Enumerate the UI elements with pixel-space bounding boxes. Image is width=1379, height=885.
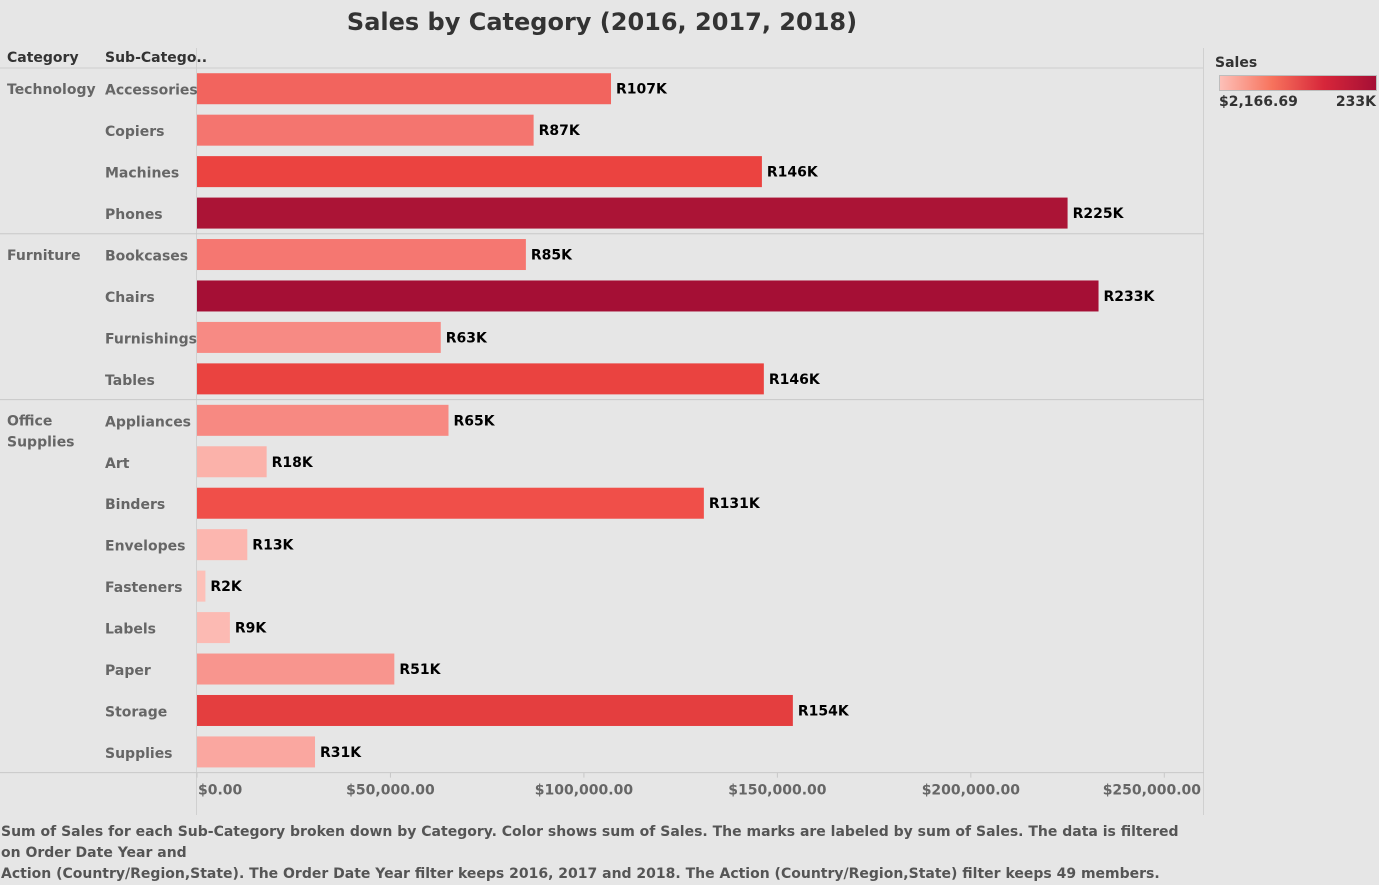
subcategory-label[interactable]: Fasteners — [105, 580, 182, 596]
x-tick-label: $50,000.00 — [346, 783, 435, 799]
category-label[interactable]: Technology — [7, 82, 96, 98]
subcategory-label[interactable]: Copiers — [105, 124, 164, 140]
caption-line-2: Action (Country/Region,State). The Order… — [1, 866, 1160, 882]
bar-envelopes[interactable] — [197, 529, 248, 561]
subcategory-label[interactable]: Art — [105, 456, 130, 472]
bar-value-label: R154K — [798, 703, 850, 719]
bar-value-label: R2K — [210, 579, 243, 595]
subcategory-label[interactable]: Storage — [105, 704, 167, 720]
chart-caption: Sum of Sales for each Sub-Category broke… — [1, 822, 1201, 885]
category-label[interactable]: Furniture — [7, 248, 81, 264]
bar-value-label: R13K — [252, 538, 294, 554]
subcategory-label[interactable]: Accessories — [105, 83, 198, 99]
x-tick-label: $100,000.00 — [535, 783, 634, 799]
subcategory-label[interactable]: Supplies — [105, 746, 173, 762]
category-label[interactable]: Office Supplies — [7, 414, 75, 451]
bar-chairs[interactable] — [197, 280, 1099, 312]
subcategory-label[interactable]: Tables — [105, 373, 155, 389]
bar-storage[interactable] — [197, 694, 793, 726]
bar-value-label: R65K — [454, 413, 496, 429]
bar-value-label: R51K — [399, 662, 441, 678]
bar-value-label: R233K — [1104, 289, 1156, 305]
bar-tables[interactable] — [197, 363, 764, 395]
subcategory-label[interactable]: Binders — [105, 497, 165, 513]
x-tick-label: $0.00 — [198, 783, 243, 799]
chart-title: Sales by Category (2016, 2017, 2018) — [346, 8, 858, 36]
category-column-header[interactable]: Category — [7, 50, 79, 66]
bar-value-label: R131K — [709, 496, 761, 512]
bar-value-label: R146K — [767, 165, 819, 181]
bar-paper[interactable] — [197, 653, 395, 685]
x-tick-label: $250,000.00 — [1103, 783, 1202, 799]
legend-max-label: 233K — [1335, 94, 1376, 110]
subcategory-label[interactable]: Chairs — [105, 290, 155, 306]
subcategory-label[interactable]: Appliances — [105, 414, 191, 430]
bar-binders[interactable] — [197, 487, 704, 519]
bar-furnishings[interactable] — [197, 321, 441, 353]
subcategory-label[interactable]: Machines — [105, 166, 179, 182]
subcategory-label[interactable]: Envelopes — [105, 539, 185, 555]
bar-chart: Technology Accessories R107K Copiers R87K Mac… — [0, 48, 1204, 815]
bar-value-label: R146K — [769, 372, 821, 388]
caption-line-1: Sum of Sales for each Sub-Category broke… — [1, 824, 1179, 861]
legend-title: Sales — [1215, 55, 1258, 71]
x-tick-label: $200,000.00 — [922, 783, 1021, 799]
bar-value-label: R225K — [1073, 206, 1125, 222]
bar-value-label: R107K — [616, 82, 668, 98]
bar-supplies[interactable] — [197, 736, 316, 768]
subcategory-label[interactable]: Paper — [105, 663, 151, 679]
subcategory-label[interactable]: Furnishings — [105, 331, 197, 347]
subcategory-label[interactable]: Phones — [105, 207, 163, 223]
legend-min-label: $2,166.69 — [1219, 94, 1298, 110]
bar-value-label: R9K — [235, 621, 268, 637]
bar-value-label: R85K — [531, 248, 573, 264]
x-tick-label: $150,000.00 — [728, 783, 827, 799]
bar-value-label: R63K — [446, 330, 488, 346]
bar-bookcases[interactable] — [197, 239, 526, 271]
bar-value-label: R87K — [539, 123, 581, 139]
bar-labels[interactable] — [197, 612, 230, 644]
subcategory-label[interactable]: Bookcases — [105, 249, 188, 265]
bar-value-label: R31K — [320, 745, 362, 761]
bar-value-label: R18K — [272, 455, 314, 471]
bar-fasteners[interactable] — [197, 570, 206, 602]
bar-copiers[interactable] — [197, 114, 534, 146]
bar-accessories[interactable] — [197, 73, 612, 105]
bar-machines[interactable] — [197, 156, 762, 188]
bar-appliances[interactable] — [197, 404, 449, 436]
bar-art[interactable] — [197, 446, 267, 478]
color-legend-gradient — [1219, 75, 1377, 91]
subcategory-column-header[interactable]: Sub-Catego.. — [105, 50, 208, 66]
subcategory-label[interactable]: Labels — [105, 622, 156, 638]
bar-phones[interactable] — [197, 197, 1068, 229]
